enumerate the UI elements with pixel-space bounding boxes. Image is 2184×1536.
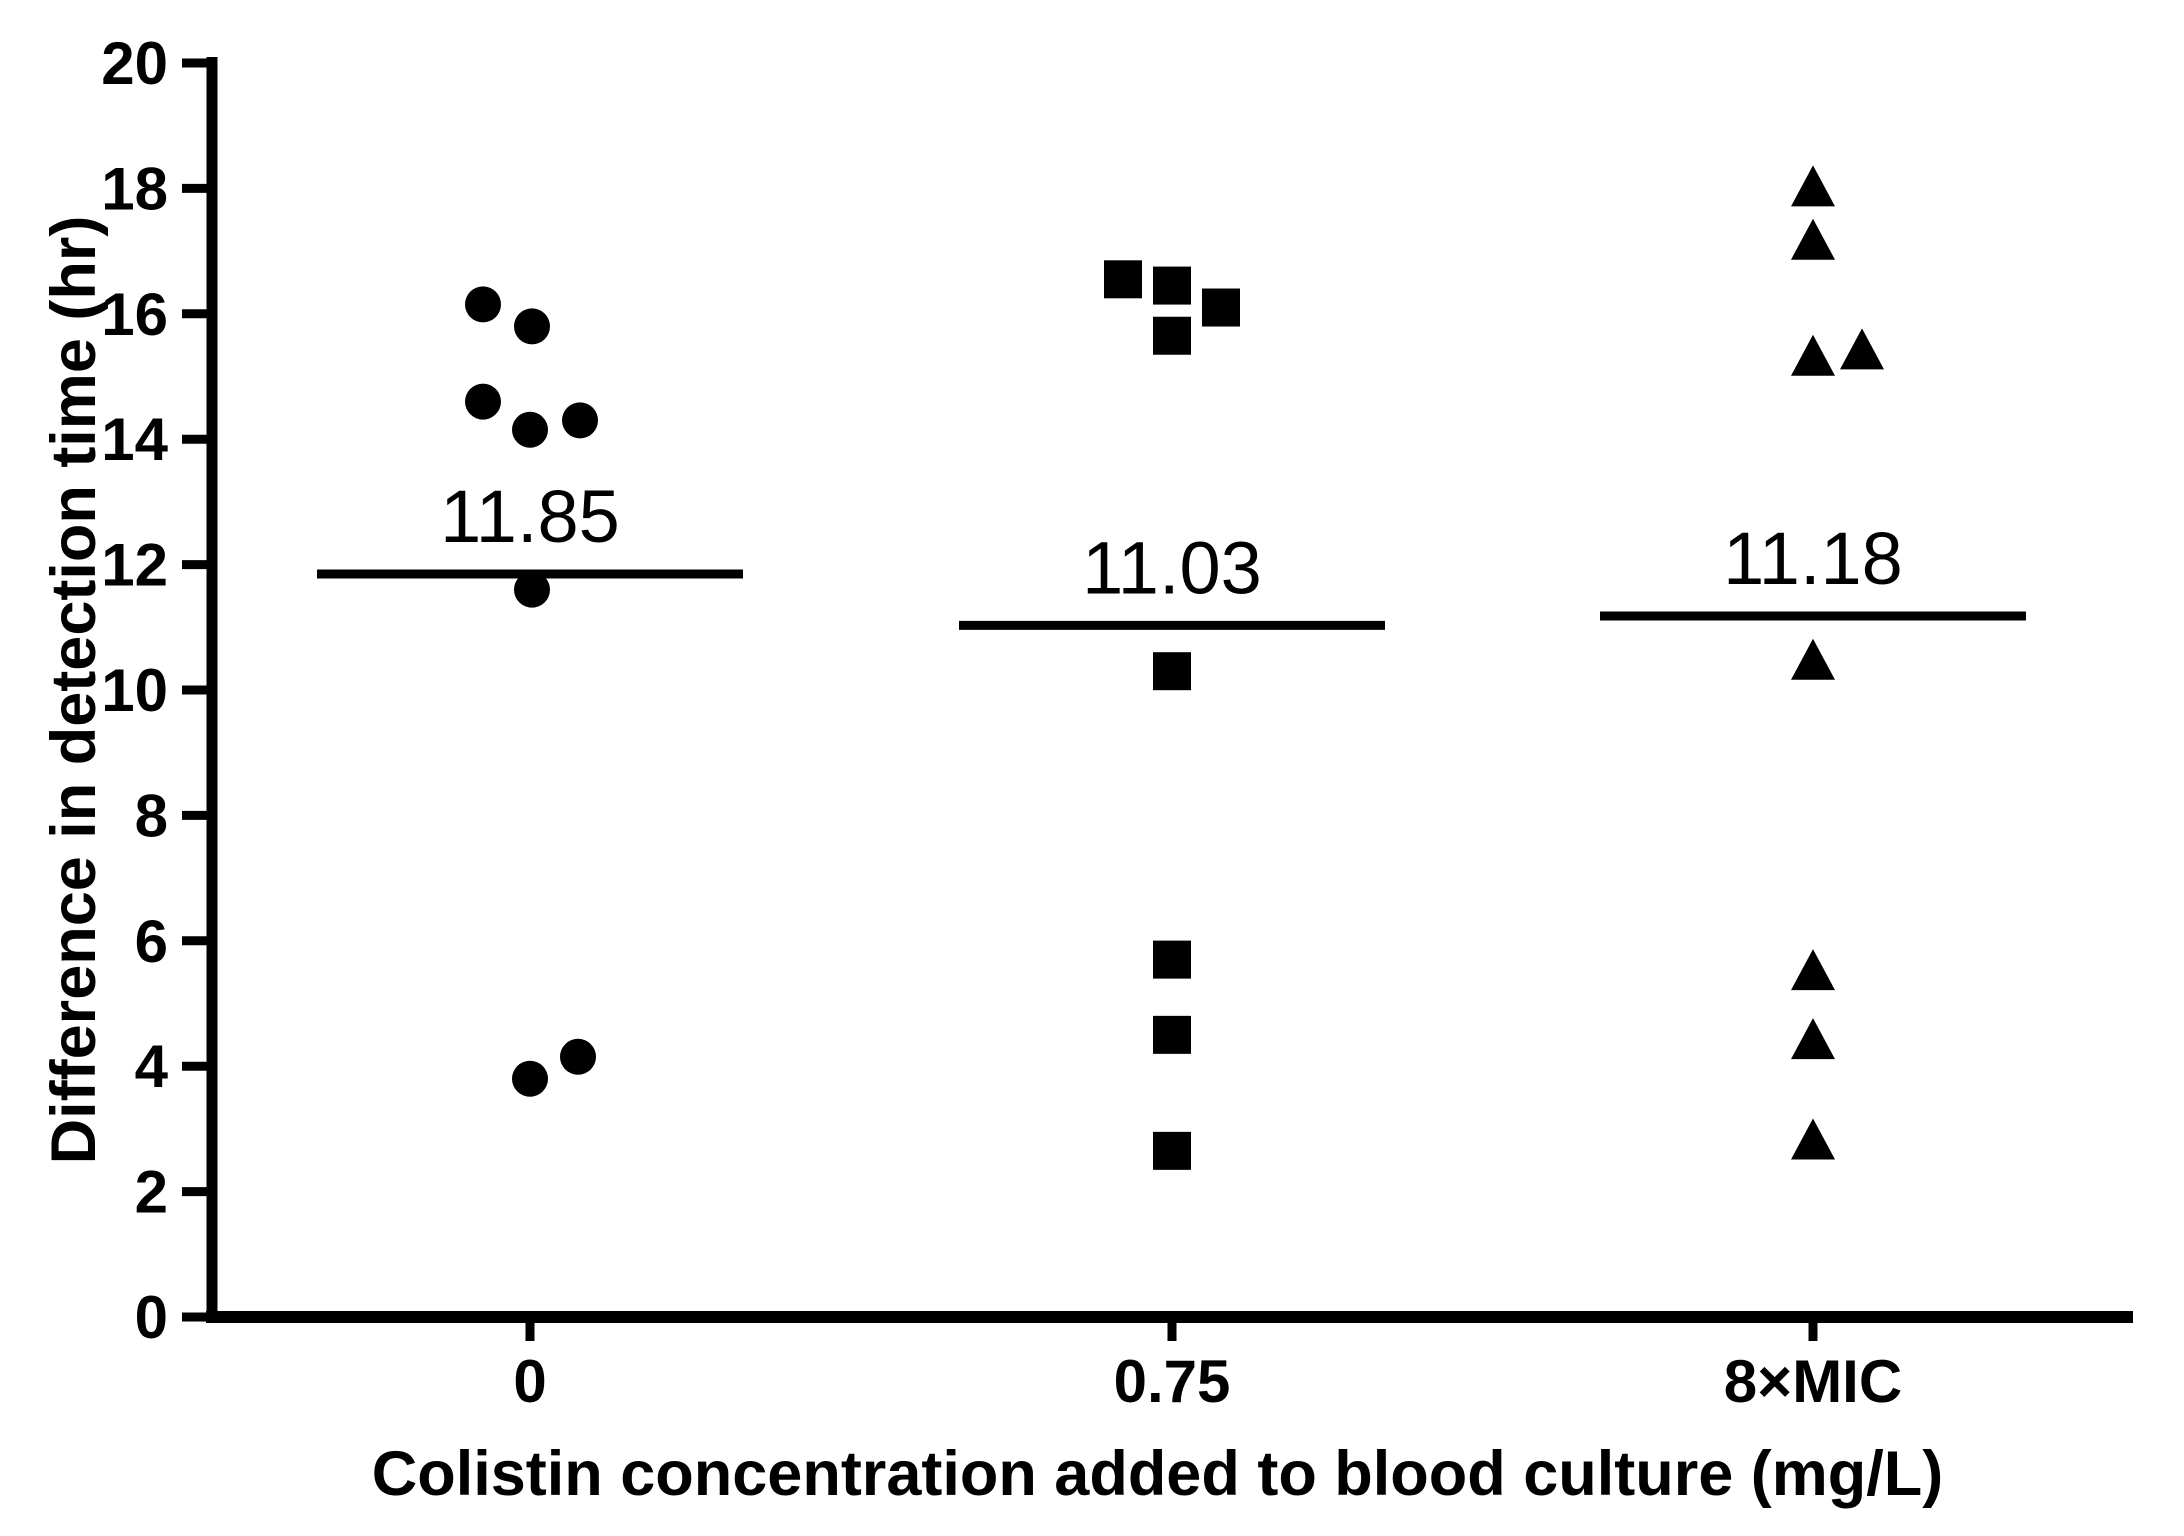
circle-data-point bbox=[465, 286, 501, 323]
y-tick-label: 0 bbox=[135, 1284, 168, 1351]
mean-value-label-group-0: 11.85 bbox=[440, 475, 620, 558]
y-tick-label: 12 bbox=[101, 532, 168, 599]
triangle-data-point bbox=[1840, 328, 1884, 370]
square-data-point bbox=[1153, 316, 1191, 355]
square-data-point bbox=[1153, 940, 1191, 979]
triangle-data-point bbox=[1791, 1018, 1835, 1060]
circle-data-point bbox=[512, 1060, 548, 1097]
square-data-point bbox=[1153, 1015, 1191, 1054]
mean-value-label-group-2: 11.18 bbox=[1723, 517, 1903, 600]
circle-data-point bbox=[512, 411, 548, 448]
y-tick-label: 20 bbox=[101, 30, 168, 97]
y-tick-label: 2 bbox=[135, 1159, 168, 1226]
circle-data-point bbox=[465, 383, 501, 420]
y-tick-label: 10 bbox=[101, 657, 168, 724]
circle-data-point bbox=[514, 571, 550, 608]
triangle-data-point bbox=[1791, 165, 1835, 207]
circle-data-point bbox=[562, 402, 598, 439]
y-tick-label: 4 bbox=[135, 1033, 169, 1100]
triangle-data-point bbox=[1791, 638, 1835, 680]
circle-data-point bbox=[560, 1038, 596, 1075]
triangle-data-point bbox=[1791, 334, 1835, 376]
square-data-point bbox=[1153, 652, 1191, 691]
y-tick-label: 6 bbox=[135, 908, 168, 975]
square-data-point bbox=[1153, 266, 1191, 305]
x-tick-label-8xmic: 8×MIC bbox=[1724, 1348, 1902, 1415]
square-data-point bbox=[1202, 288, 1240, 327]
data-points bbox=[465, 165, 1884, 1170]
y-axis-title: Difference in detection time (hr) bbox=[39, 216, 109, 1165]
y-tick-label: 14 bbox=[101, 406, 168, 473]
triangle-data-point bbox=[1791, 949, 1835, 991]
y-tick-label: 16 bbox=[101, 281, 168, 348]
square-data-point bbox=[1104, 260, 1142, 299]
x-tick-label-0-75: 0.75 bbox=[1114, 1348, 1231, 1415]
x-tick-label-0: 0 bbox=[513, 1348, 546, 1415]
triangle-data-point bbox=[1791, 218, 1835, 260]
triangle-data-point bbox=[1791, 1118, 1835, 1160]
y-tick-label: 18 bbox=[101, 155, 168, 222]
x-axis-title: Colistin concentration added to blood cu… bbox=[372, 1439, 1943, 1509]
mean-value-label-group-1: 11.03 bbox=[1082, 526, 1262, 609]
circle-data-point bbox=[514, 308, 550, 345]
y-axis-ticks: 0 2 4 6 8 10 12 14 16 18 20 bbox=[101, 30, 212, 1351]
square-data-point bbox=[1153, 1131, 1191, 1170]
y-tick-label: 8 bbox=[135, 782, 168, 849]
